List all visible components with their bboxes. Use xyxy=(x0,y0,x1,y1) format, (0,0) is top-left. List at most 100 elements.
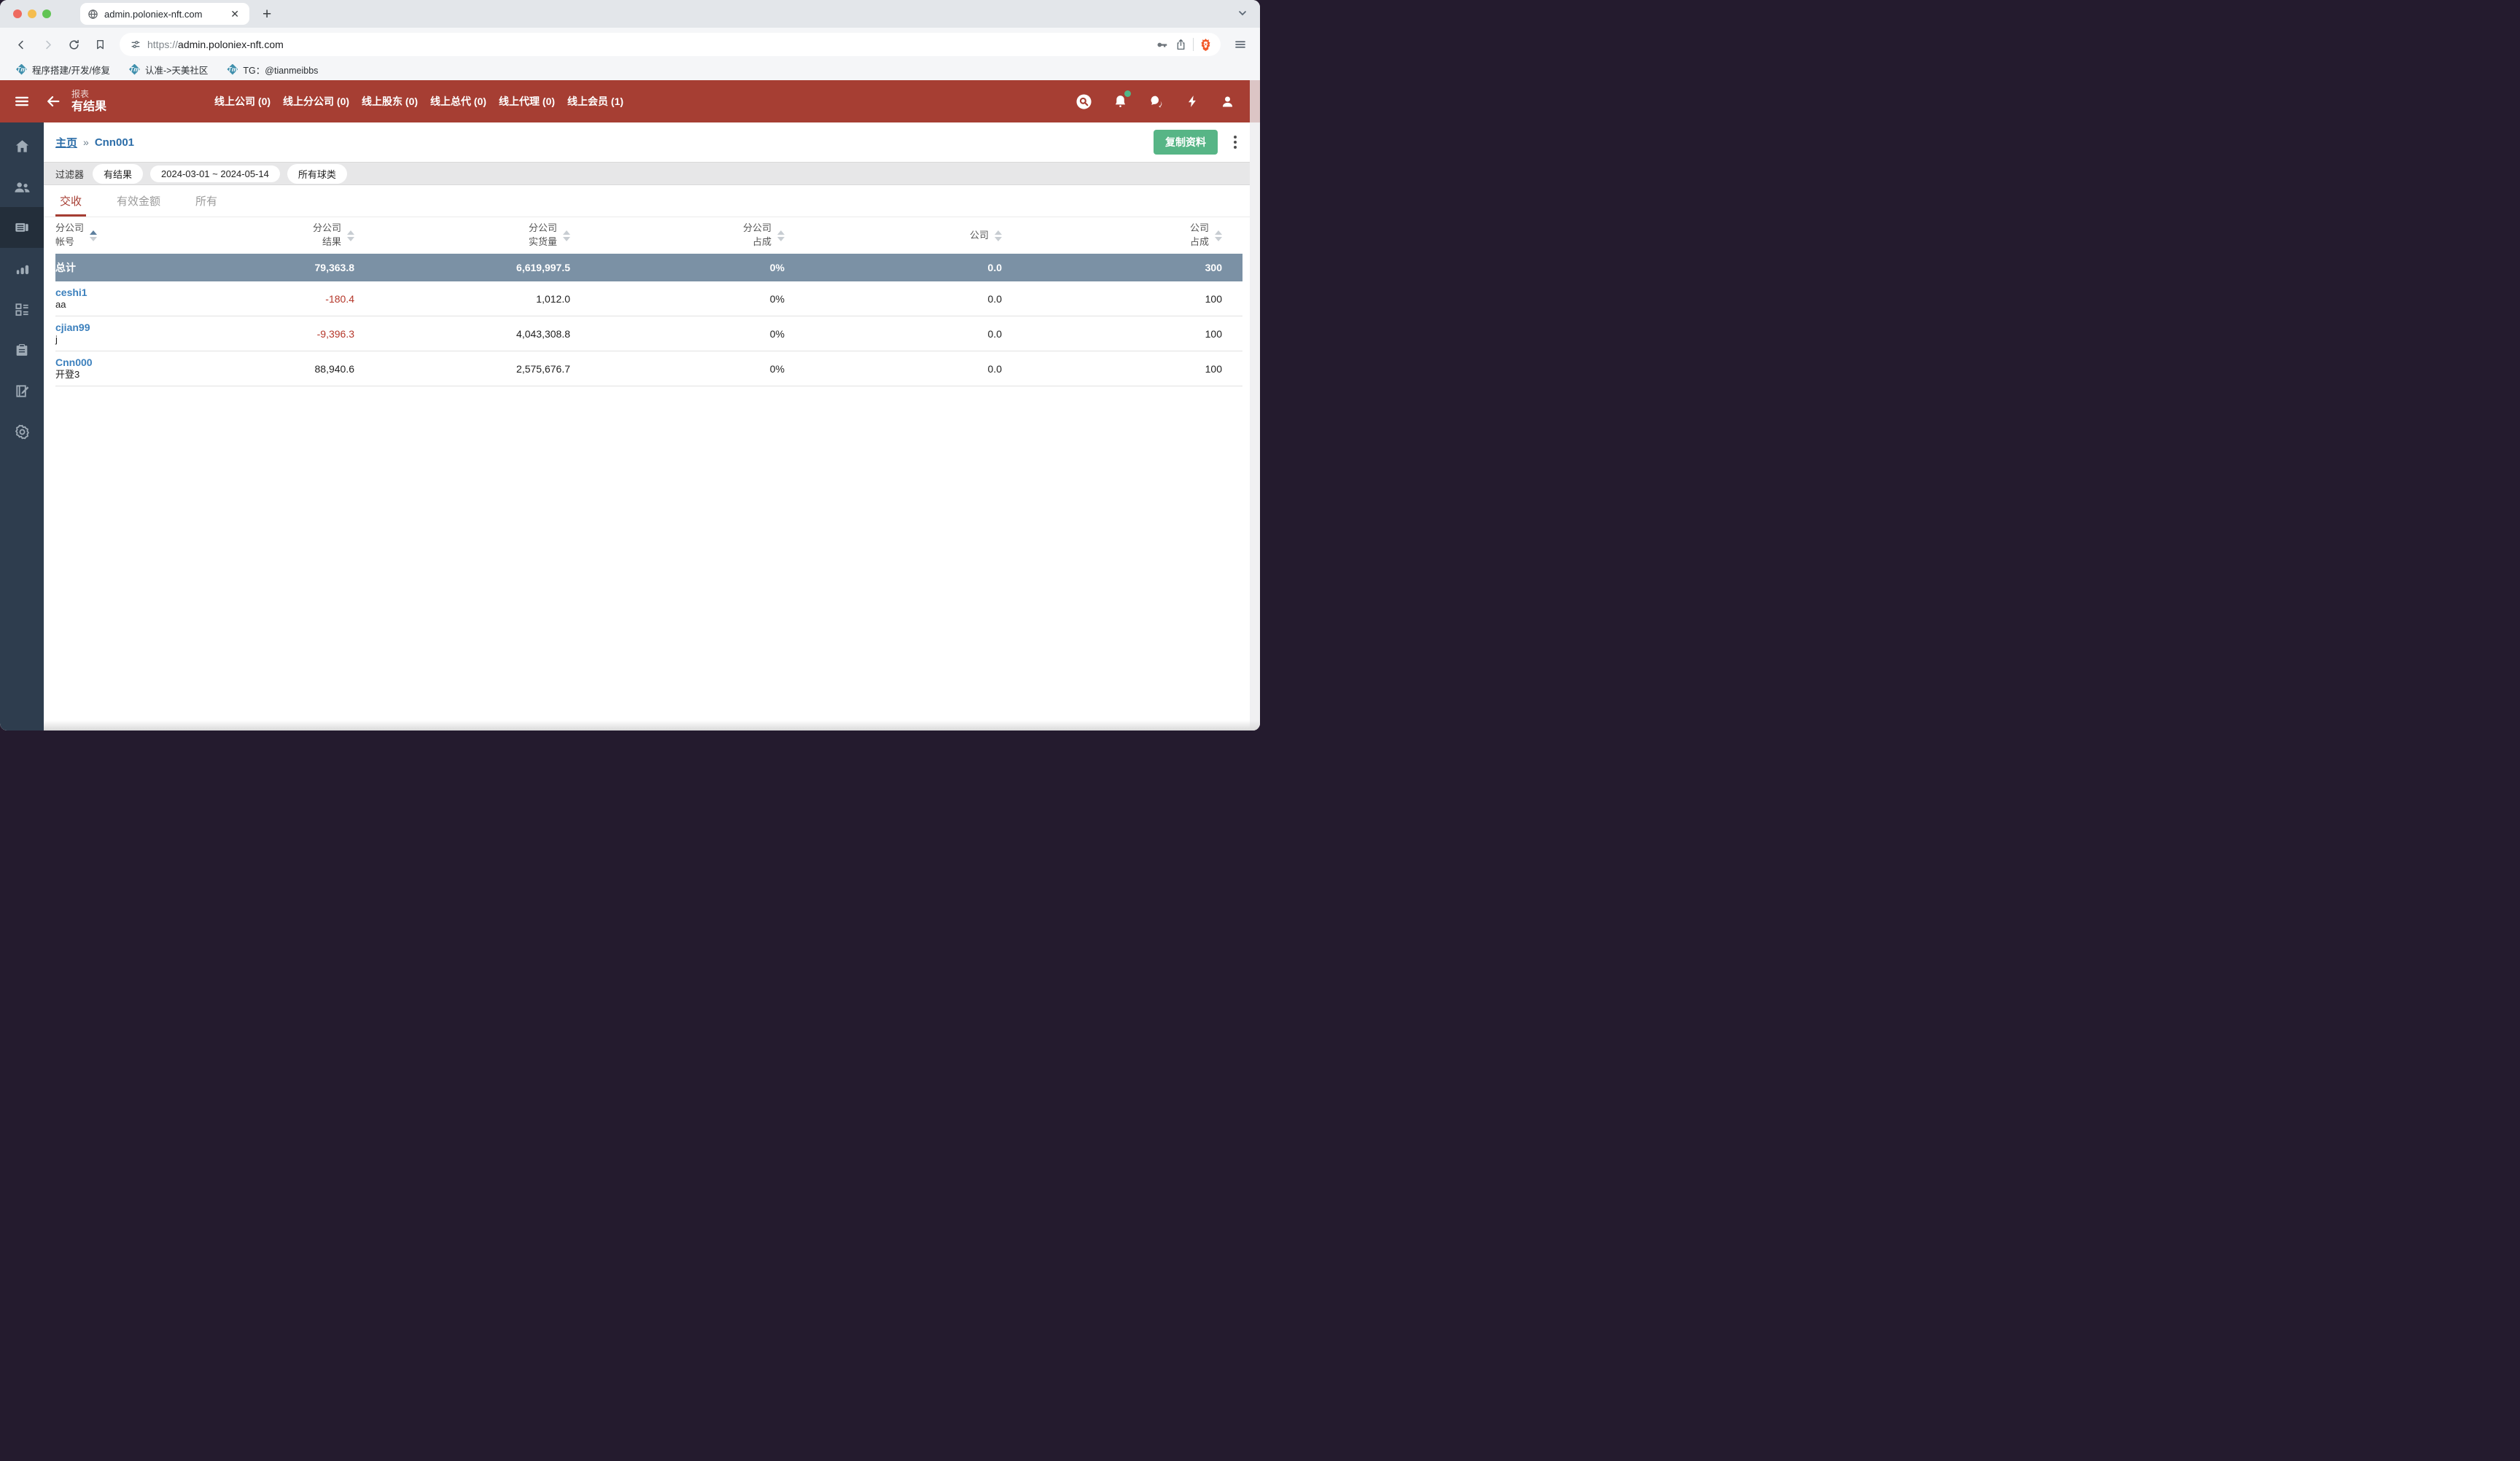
close-window-button[interactable] xyxy=(13,9,22,18)
sidebar-item-charts[interactable] xyxy=(0,248,44,289)
browser-toolbar: https://admin.poloniex-nft.com xyxy=(0,28,1260,61)
sort-icons[interactable] xyxy=(1215,230,1222,241)
report-table: 分公司 帐号 分公司 结果 分公司 实货量 分公司 占成 xyxy=(55,217,1242,386)
bookmark-item[interactable]: Tm 程序搭建/开发/修复 xyxy=(16,63,110,77)
account-link[interactable]: Cnn000 xyxy=(55,356,93,368)
filter-chip-sport[interactable]: 所有球类 xyxy=(287,163,347,184)
table-header-row: 分公司 帐号 分公司 结果 分公司 实货量 分公司 占成 xyxy=(55,217,1242,254)
forward-button[interactable] xyxy=(36,34,58,55)
bookmark-favicon-tm: Tm xyxy=(128,63,140,75)
cell-result: -9,396.3 xyxy=(316,327,354,340)
arrow-left-icon[interactable] xyxy=(45,93,61,109)
close-tab-icon[interactable]: ✕ xyxy=(230,8,239,20)
breadcrumb-separator: » xyxy=(83,136,89,148)
app-header: 报表 有结果 线上公司 (0) 线上分公司 (0) 线上股东 (0) 线上总代 … xyxy=(0,80,1260,122)
nav-online-master-agent[interactable]: 线上总代 (0) xyxy=(430,96,487,107)
cell-result: -180.4 xyxy=(325,292,354,305)
hamburger-icon[interactable] xyxy=(0,93,44,109)
sidebar-item-ledger[interactable] xyxy=(0,370,44,411)
bookmark-favicon-tm: Tm xyxy=(16,63,27,75)
cell-company: 0.0 xyxy=(987,362,1002,375)
notification-badge xyxy=(1124,90,1131,97)
col-header-company[interactable]: 公司 xyxy=(785,229,1002,243)
table-total-row: 总计 79,363.8 6,619,997.5 0% 0.0 300 xyxy=(55,254,1242,281)
url-text: https://admin.poloniex-nft.com xyxy=(147,39,1149,50)
person-icon[interactable] xyxy=(1220,94,1235,109)
sort-icons[interactable] xyxy=(347,230,354,241)
account-link[interactable]: cjian99 xyxy=(55,321,90,333)
bolt-icon[interactable] xyxy=(1186,93,1199,109)
tune-icon[interactable] xyxy=(130,39,141,50)
total-volume: 6,619,997.5 xyxy=(516,262,570,273)
address-bar[interactable]: https://admin.poloniex-nft.com xyxy=(120,33,1221,56)
tab-all[interactable]: 所有 xyxy=(195,195,218,208)
online-stats-nav: 线上公司 (0) 线上分公司 (0) 线上股东 (0) 线上总代 (0) 线上代… xyxy=(214,94,623,109)
total-result: 79,363.8 xyxy=(314,262,355,273)
sidebar-item-clipboard[interactable] xyxy=(0,330,44,370)
bookmark-item[interactable]: Tm 认准->天美社区 xyxy=(128,63,208,77)
sort-icons[interactable] xyxy=(995,230,1002,241)
bookmark-icon[interactable] xyxy=(89,34,111,55)
sort-icons[interactable] xyxy=(563,230,570,241)
sort-icons[interactable] xyxy=(90,230,98,241)
account-name: 开登3 xyxy=(55,369,80,381)
kebab-menu-icon[interactable] xyxy=(1231,133,1240,152)
col-header-branch-share[interactable]: 分公司 占成 xyxy=(570,222,785,249)
tab-title: admin.poloniex-nft.com xyxy=(104,8,203,20)
nav-online-agent[interactable]: 线上代理 (0) xyxy=(499,96,556,107)
sidebar-item-home[interactable] xyxy=(0,125,44,166)
chevron-down-icon[interactable] xyxy=(1237,7,1248,19)
filter-chip-daterange[interactable]: 2024-03-01 ~ 2024-05-14 xyxy=(150,165,280,182)
cell-volume: 4,043,308.8 xyxy=(516,327,570,340)
filter-chip-result[interactable]: 有结果 xyxy=(93,163,144,184)
breadcrumb-current: Cnn001 xyxy=(94,136,134,149)
bookmark-item[interactable]: Tm TG：@tianmeibbs xyxy=(227,63,318,77)
url-host: admin.poloniex-nft.com xyxy=(178,39,284,50)
globe-icon xyxy=(88,9,98,20)
nav-online-company[interactable]: 线上公司 (0) xyxy=(214,96,271,107)
browser-tab[interactable]: admin.poloniex-nft.com ✕ xyxy=(80,3,249,25)
brave-shield-icon[interactable] xyxy=(1199,38,1212,52)
col-header-company-share[interactable]: 公司 占成 xyxy=(1002,222,1222,249)
col-header-branch-volume[interactable]: 分公司 实货量 xyxy=(354,222,570,249)
bell-icon[interactable] xyxy=(1113,90,1131,109)
book-edit-icon xyxy=(14,383,31,400)
browser-window: admin.poloniex-nft.com ✕ + https://admin… xyxy=(0,0,1260,730)
back-button[interactable] xyxy=(10,34,32,55)
page-title-block: 报表 有结果 xyxy=(71,89,106,114)
list-layout-icon xyxy=(14,301,31,318)
search-circle-icon[interactable] xyxy=(1076,93,1092,110)
table-row: cjian99 j -9,396.3 4,043,308.8 0% 0.0 10… xyxy=(55,316,1242,351)
sidebar-item-list[interactable] xyxy=(0,289,44,330)
nav-online-branch[interactable]: 线上分公司 (0) xyxy=(283,96,350,107)
minimize-window-button[interactable] xyxy=(28,9,36,18)
tab-valid-amount[interactable]: 有效金额 xyxy=(117,195,161,208)
new-tab-button[interactable]: + xyxy=(262,5,272,23)
sidebar-item-settings[interactable] xyxy=(0,411,44,452)
account-link[interactable]: ceshi1 xyxy=(55,286,88,298)
browser-menu-icon[interactable] xyxy=(1229,34,1251,55)
col-header-branch-account[interactable]: 分公司 帐号 xyxy=(55,222,230,249)
cell-branch-share: 0% xyxy=(769,327,785,340)
sidebar-item-reports[interactable] xyxy=(0,207,44,248)
tab-settlement[interactable]: 交收 xyxy=(55,193,87,217)
reload-button[interactable] xyxy=(63,34,85,55)
sidebar-item-users[interactable] xyxy=(0,166,44,207)
nav-online-member[interactable]: 线上会员 (1) xyxy=(567,96,624,107)
breadcrumb-home-link[interactable]: 主页 xyxy=(55,136,78,149)
table-row: ceshi1 aa -180.4 1,012.0 0% 0.0 100 xyxy=(55,281,1242,316)
zoom-window-button[interactable] xyxy=(42,9,51,18)
share-icon[interactable] xyxy=(1175,38,1187,51)
page-title: 有结果 xyxy=(71,100,107,113)
filter-bar: 过滤器 有结果 2024-03-01 ~ 2024-05-14 所有球类 xyxy=(44,162,1250,185)
sort-icons[interactable] xyxy=(777,230,785,241)
nav-online-shareholder[interactable]: 线上股东 (0) xyxy=(362,96,419,107)
copy-data-button[interactable]: 复制资料 xyxy=(1154,130,1218,155)
key-icon[interactable] xyxy=(1155,38,1169,52)
col-header-branch-result[interactable]: 分公司 结果 xyxy=(230,222,354,249)
page-scrollbar-gutter[interactable] xyxy=(1250,80,1260,730)
clipboard-icon xyxy=(14,342,30,359)
cell-company-share: 100 xyxy=(1205,362,1222,375)
breadcrumb: 主页 » Cnn001 复制资料 xyxy=(44,122,1250,162)
chat-icon[interactable] xyxy=(1148,94,1165,109)
